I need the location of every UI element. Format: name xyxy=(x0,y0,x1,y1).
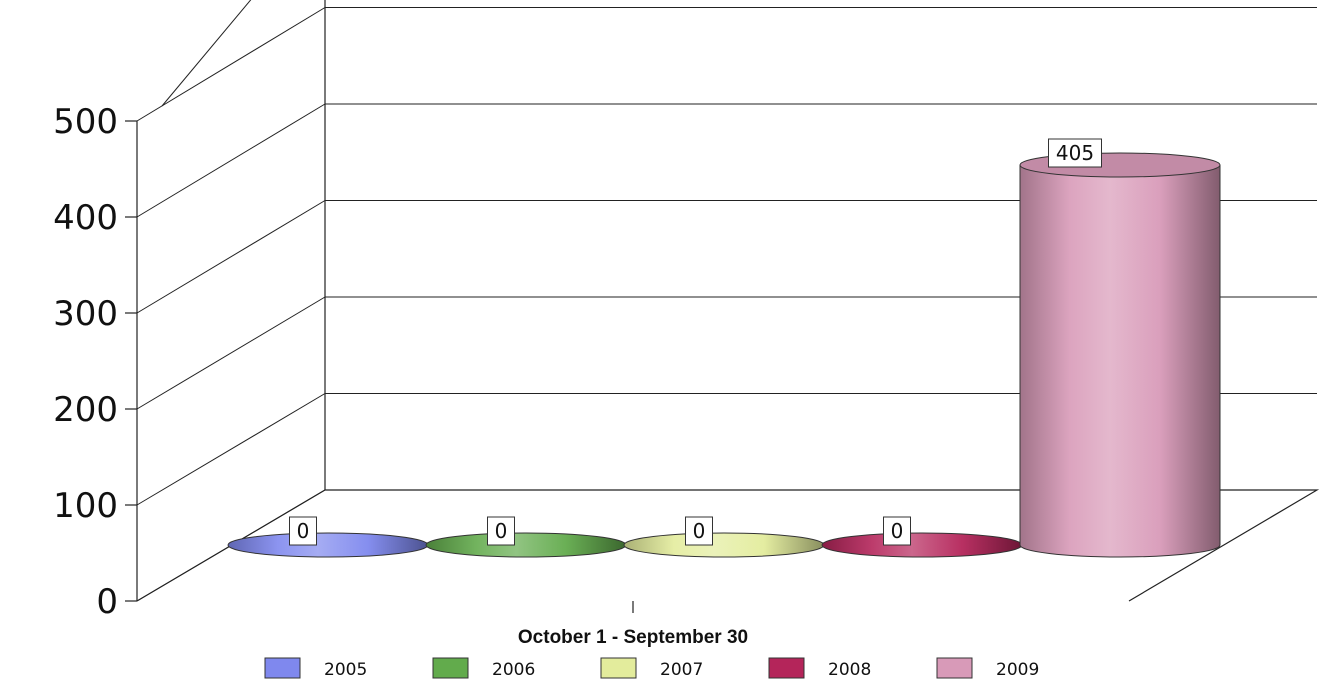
legend-label: 2005 xyxy=(324,660,367,680)
legend-swatch xyxy=(264,657,301,679)
data-label-box xyxy=(289,516,317,546)
data-label-2009: 405 xyxy=(1048,138,1102,168)
legend-item-2007: 2007 xyxy=(600,657,703,680)
data-label-box xyxy=(487,516,515,546)
legend-swatch xyxy=(600,657,637,679)
bar-2008 xyxy=(821,532,1023,558)
legend-item-2009: 2009 xyxy=(936,657,1039,680)
data-label-box xyxy=(685,516,713,546)
side-gridline xyxy=(136,200,326,314)
chart-bars xyxy=(227,152,1221,558)
bar-disc xyxy=(623,532,825,558)
legend-swatch xyxy=(768,657,805,679)
side-gridline xyxy=(136,296,326,410)
legend-label: 2007 xyxy=(660,660,703,680)
bar-disc xyxy=(227,532,429,558)
legend: 2005 2006 2007 2008 2009 xyxy=(264,657,1039,680)
data-label-text: 405 xyxy=(1056,141,1094,165)
bar-disc xyxy=(425,532,627,558)
data-label-2005: 0 xyxy=(289,516,317,546)
data-labels: 0 0 0 0 405 xyxy=(289,138,1102,546)
data-label-box xyxy=(883,516,911,546)
data-label-text: 0 xyxy=(693,519,706,543)
side-gridline xyxy=(136,7,326,122)
legend-label: 2006 xyxy=(492,660,535,680)
bar-2006 xyxy=(425,532,627,558)
data-label-2006: 0 xyxy=(487,516,515,546)
y-tick-label: 400 xyxy=(53,198,118,238)
legend-item-2005: 2005 xyxy=(264,657,367,680)
bar-2009 xyxy=(1019,152,1221,558)
y-tick-label: 300 xyxy=(53,294,118,334)
legend-item-2006: 2006 xyxy=(432,657,535,680)
bar-disc xyxy=(821,532,1023,558)
y-tick-label: 500 xyxy=(53,102,118,142)
data-label-text: 0 xyxy=(891,519,904,543)
bar-body xyxy=(1019,164,1221,558)
bar-2007 xyxy=(623,532,825,558)
x-axis-label: October 1 - September 30 xyxy=(518,627,748,648)
side-gridline xyxy=(136,103,326,218)
data-label-2008: 0 xyxy=(883,516,911,546)
y-tick-label: 100 xyxy=(53,486,118,526)
side-gridline xyxy=(161,0,252,107)
data-label-text: 0 xyxy=(495,519,508,543)
legend-swatch xyxy=(936,657,973,679)
data-label-box xyxy=(1048,138,1102,168)
legend-item-2008: 2008 xyxy=(768,657,871,680)
data-label-text: 0 xyxy=(297,519,310,543)
side-gridline xyxy=(136,393,326,506)
y-tick-label: 0 xyxy=(96,582,118,622)
bar-2005 xyxy=(227,532,429,558)
legend-swatch xyxy=(432,657,469,679)
data-label-2007: 0 xyxy=(685,516,713,546)
legend-label: 2009 xyxy=(996,660,1039,680)
legend-label: 2008 xyxy=(828,660,871,680)
y-tick-label: 200 xyxy=(53,390,118,430)
y-axis-ticks: 0 100 200 300 400 500 xyxy=(53,102,137,622)
